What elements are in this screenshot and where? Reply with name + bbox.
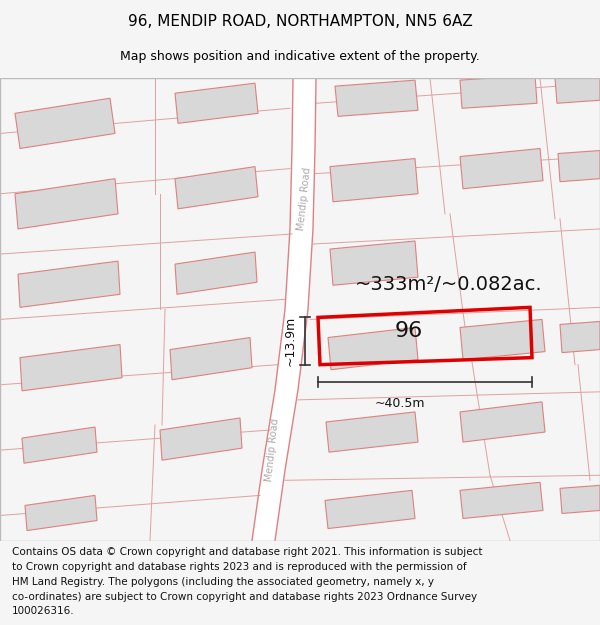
- Polygon shape: [335, 80, 418, 116]
- Polygon shape: [175, 167, 258, 209]
- Polygon shape: [560, 321, 600, 352]
- Text: 100026316.: 100026316.: [12, 606, 74, 616]
- Polygon shape: [25, 496, 97, 531]
- Polygon shape: [460, 149, 543, 189]
- Polygon shape: [460, 319, 545, 359]
- Polygon shape: [15, 179, 118, 229]
- Polygon shape: [325, 491, 415, 529]
- Polygon shape: [18, 261, 120, 308]
- Text: Contains OS data © Crown copyright and database right 2021. This information is : Contains OS data © Crown copyright and d…: [12, 548, 482, 558]
- Text: co-ordinates) are subject to Crown copyright and database rights 2023 Ordnance S: co-ordinates) are subject to Crown copyr…: [12, 592, 477, 602]
- Polygon shape: [252, 78, 316, 541]
- Polygon shape: [460, 402, 545, 442]
- Text: to Crown copyright and database rights 2023 and is reproduced with the permissio: to Crown copyright and database rights 2…: [12, 562, 467, 572]
- Text: HM Land Registry. The polygons (including the associated geometry, namely x, y: HM Land Registry. The polygons (includin…: [12, 577, 434, 587]
- Polygon shape: [555, 75, 600, 103]
- Text: Mendip Road: Mendip Road: [264, 418, 280, 482]
- Polygon shape: [560, 486, 600, 514]
- Polygon shape: [175, 83, 258, 123]
- Polygon shape: [170, 338, 252, 380]
- Polygon shape: [328, 328, 418, 370]
- Text: 96: 96: [395, 321, 423, 341]
- Text: ~40.5m: ~40.5m: [375, 397, 425, 410]
- Text: ~13.9m: ~13.9m: [284, 316, 297, 366]
- Polygon shape: [330, 159, 418, 202]
- Polygon shape: [330, 241, 418, 285]
- Polygon shape: [20, 344, 122, 391]
- Text: Map shows position and indicative extent of the property.: Map shows position and indicative extent…: [120, 50, 480, 62]
- Polygon shape: [460, 482, 543, 519]
- Text: Mendip Road: Mendip Road: [296, 167, 312, 231]
- Polygon shape: [460, 75, 537, 108]
- Polygon shape: [160, 418, 242, 460]
- Polygon shape: [22, 427, 97, 463]
- Text: 96, MENDIP ROAD, NORTHAMPTON, NN5 6AZ: 96, MENDIP ROAD, NORTHAMPTON, NN5 6AZ: [128, 14, 472, 29]
- Polygon shape: [558, 151, 600, 182]
- Text: ~333m²/~0.082ac.: ~333m²/~0.082ac.: [355, 275, 542, 294]
- Polygon shape: [326, 412, 418, 452]
- Polygon shape: [175, 252, 257, 294]
- Polygon shape: [15, 98, 115, 149]
